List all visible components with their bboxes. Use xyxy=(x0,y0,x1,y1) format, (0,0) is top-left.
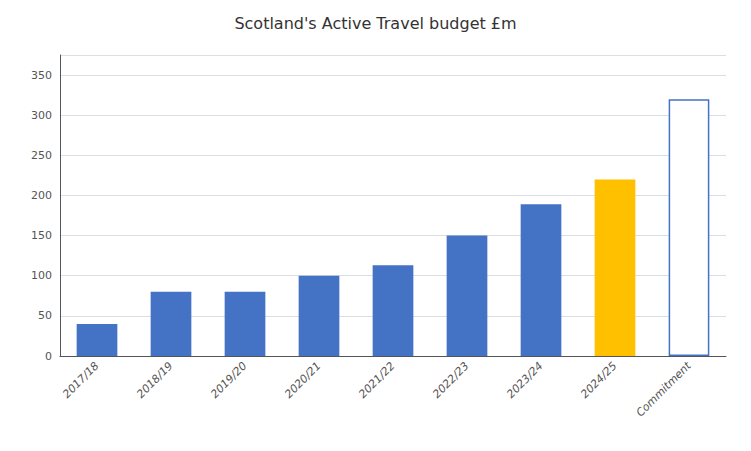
svg-text:2021/22: 2021/22 xyxy=(356,359,397,400)
svg-text:100: 100 xyxy=(31,269,52,282)
svg-text:Scotland's Active Travel budge: Scotland's Active Travel budget £m xyxy=(234,14,516,33)
svg-text:0: 0 xyxy=(45,350,52,363)
svg-text:350: 350 xyxy=(31,69,52,82)
svg-text:2022/23: 2022/23 xyxy=(430,359,471,400)
svg-text:2024/25: 2024/25 xyxy=(578,359,619,400)
svg-text:50: 50 xyxy=(38,309,52,322)
svg-text:200: 200 xyxy=(31,189,52,202)
svg-text:2023/24: 2023/24 xyxy=(504,359,545,400)
svg-text:2017/18: 2017/18 xyxy=(60,359,101,400)
svg-text:2020/21: 2020/21 xyxy=(282,359,323,400)
svg-text:300: 300 xyxy=(31,109,52,122)
svg-text:2018/19: 2018/19 xyxy=(134,359,175,400)
svg-text:150: 150 xyxy=(31,229,52,242)
svg-text:2019/20: 2019/20 xyxy=(208,359,249,400)
svg-text:250: 250 xyxy=(31,149,52,162)
svg-text:Commitment: Commitment xyxy=(634,359,695,420)
